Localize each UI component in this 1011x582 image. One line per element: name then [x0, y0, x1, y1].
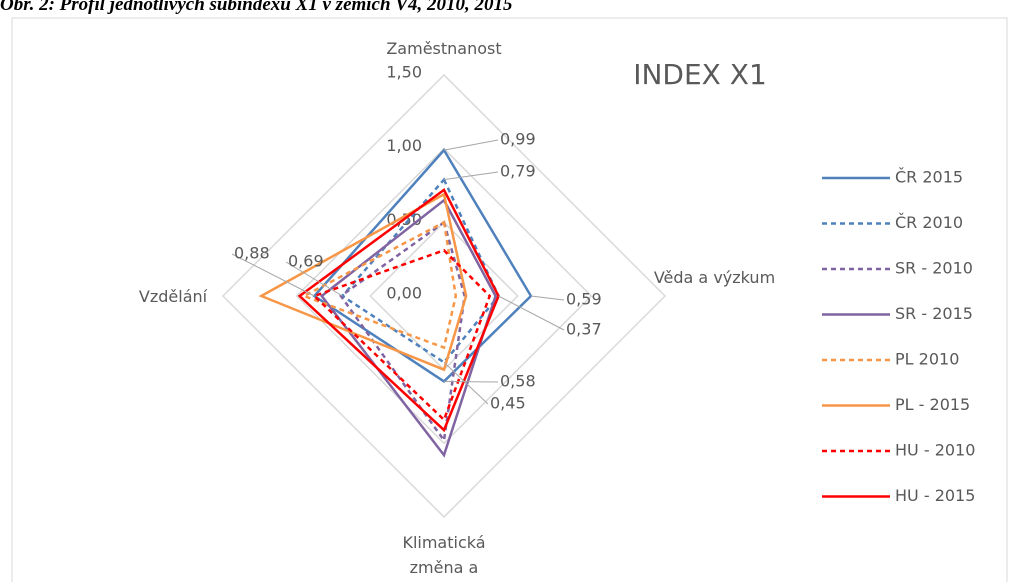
legend-label: ČR 2010	[895, 213, 963, 232]
legend-label: SR - 2010	[895, 259, 973, 278]
data-label: 0,88	[234, 244, 270, 263]
grid-line	[295, 147, 593, 445]
legend-label: PL - 2015	[895, 395, 970, 414]
legend-label: ČR 2015	[895, 168, 963, 187]
data-label: 0,79	[500, 162, 536, 181]
axis-label: Klimatická změna a	[402, 533, 486, 577]
leader-line	[285, 261, 343, 297]
legend-label: HU - 2010	[895, 441, 975, 460]
chart-frame	[11, 17, 1008, 582]
series-line	[339, 220, 466, 444]
r-tick-label: 0,00	[386, 284, 422, 303]
axis-label: Věda a výzkum	[653, 268, 776, 287]
data-label: 0,58	[500, 372, 536, 391]
series-line	[340, 177, 500, 364]
series-line	[258, 192, 468, 372]
series-line	[297, 188, 500, 433]
leader-line	[443, 361, 489, 405]
leader-line	[443, 139, 499, 151]
axis-label: Zaměstnanost	[386, 39, 502, 58]
leader-line	[231, 253, 315, 297]
data-label: 0,69	[288, 252, 324, 271]
r-tick-label: 1,50	[386, 63, 422, 82]
grid-line	[221, 73, 667, 519]
legend-label: SR - 2015	[895, 304, 973, 323]
leader-line	[498, 295, 565, 331]
legend-label: PL 2010	[895, 350, 959, 369]
chart-title: INDEX X1	[633, 58, 767, 91]
leader-line	[443, 171, 499, 181]
data-label: 0,59	[566, 290, 602, 309]
axis-label: Vzdělání	[138, 287, 208, 306]
caption: Obr. 2: Profil jednotlivých subindexů X1…	[0, 0, 513, 15]
r-tick-label: 1,00	[386, 136, 422, 155]
legend-label: HU - 2015	[895, 486, 975, 505]
data-label: 0,37	[566, 320, 602, 339]
data-label: 0,45	[490, 394, 526, 413]
data-label: 0,99	[500, 130, 536, 149]
leader-line	[443, 380, 499, 383]
series-line	[300, 220, 458, 350]
leader-line	[530, 295, 565, 301]
